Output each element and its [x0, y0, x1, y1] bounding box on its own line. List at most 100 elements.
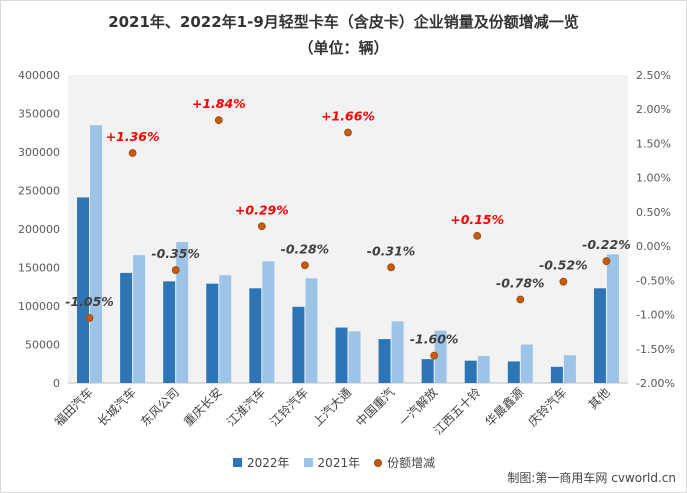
- bar-2022: [378, 339, 391, 383]
- share-change-label: -1.60%: [410, 332, 459, 347]
- legend-item-2022: 2022年: [233, 454, 290, 471]
- y-left-tick-label: 0: [53, 377, 60, 390]
- y-left-tick-label: 350000: [18, 108, 60, 121]
- x-tick-label: 庆铃汽车: [525, 385, 570, 430]
- share-change-label: -0.22%: [582, 237, 631, 252]
- bar-2022: [249, 288, 262, 383]
- share-change-point: [602, 257, 611, 266]
- y-right-tick-label: -0.50%: [636, 274, 675, 287]
- y-right-tick-label: 2.00%: [636, 103, 671, 116]
- x-tick-label: 其他: [586, 385, 613, 412]
- bar-2022: [120, 272, 133, 383]
- bar-2022: [507, 361, 520, 383]
- share-change-label: -1.05%: [65, 294, 114, 309]
- share-change-point: [257, 222, 266, 231]
- legend-dot-share: [374, 458, 383, 467]
- y-left-tick-label: 250000: [18, 185, 60, 198]
- bar-2022: [163, 281, 176, 383]
- bar-2021: [477, 356, 490, 383]
- y-right-tick-label: 1.50%: [636, 137, 671, 150]
- legend-label-share: 份额增减: [387, 456, 436, 470]
- bar-2021: [219, 275, 232, 383]
- share-change-label: -0.35%: [151, 246, 200, 261]
- share-change-point: [516, 295, 525, 304]
- x-tick-label: 中国重汽: [353, 385, 398, 430]
- x-tick-label: 江西五十铃: [430, 385, 483, 438]
- bar-2021: [176, 242, 189, 383]
- share-change-label: +1.36%: [106, 129, 160, 144]
- x-tick-label: 长城汽车: [94, 385, 139, 430]
- bar-2021: [563, 355, 576, 383]
- bar-2021: [434, 330, 447, 383]
- y-right-tick-label: -1.50%: [636, 343, 675, 356]
- bar-2021: [305, 278, 318, 383]
- share-change-point: [301, 261, 309, 270]
- bar-2021: [391, 321, 404, 383]
- share-change-point: [128, 149, 137, 157]
- y-right-tick-label: 0.50%: [636, 206, 671, 219]
- bar-2021: [348, 331, 361, 383]
- legend-swatch-2022: [233, 458, 242, 467]
- y-right-tick-label: 0.00%: [636, 240, 671, 253]
- legend: 2022年 2021年 份额增减: [233, 454, 435, 471]
- chart-title: 2021年、2022年1-9月轻型卡车（含皮卡）企业销量及份额增减一览: [108, 13, 579, 31]
- share-change-point: [473, 231, 482, 240]
- share-change-point: [430, 351, 439, 360]
- y-right-tick-label: 1.00%: [636, 172, 671, 185]
- bar-2022: [77, 197, 90, 383]
- share-change-point: [344, 128, 352, 137]
- plot-area: [68, 75, 628, 383]
- y-left-tick-label: 200000: [18, 223, 60, 236]
- x-tick-label: 重庆长安: [180, 385, 225, 430]
- y-left-tick-label: 50000: [25, 339, 60, 352]
- y-left-tick-label: 300000: [18, 146, 60, 159]
- source-credit: 制图:第一商用车网 cvworld.cn: [507, 471, 676, 485]
- chart-subtitle: （单位：辆）: [298, 39, 389, 57]
- bar-2021: [606, 254, 619, 383]
- share-change-label: -0.28%: [281, 241, 330, 256]
- y-right-tick-label: -1.00%: [636, 309, 675, 322]
- x-tick-label: 华晨鑫源: [482, 385, 527, 430]
- bar-2022: [292, 306, 305, 383]
- y-right-tick-label: 2.50%: [636, 69, 671, 82]
- bar-2022: [464, 360, 477, 383]
- bar-2021: [133, 255, 146, 383]
- share-change-point: [214, 116, 223, 125]
- bar-2021: [90, 125, 103, 384]
- bar-2021: [262, 261, 275, 383]
- share-change-point: [85, 314, 94, 322]
- legend-label-2022: 2022年: [247, 456, 290, 470]
- bar-2022: [550, 366, 563, 383]
- x-tick-label: 一汽解放: [396, 385, 441, 430]
- bar-2021: [520, 344, 533, 383]
- bar-2022: [593, 288, 606, 383]
- x-tick-label: 上汽大通: [310, 385, 355, 430]
- legend-swatch-2021: [303, 458, 313, 467]
- y-left-tick-label: 400000: [18, 69, 60, 82]
- share-change-label: -0.78%: [496, 275, 545, 290]
- legend-item-share: 份额增减: [374, 454, 435, 471]
- share-change-label: +0.15%: [450, 212, 504, 227]
- share-change-label: +1.84%: [192, 96, 246, 111]
- y-left-tick-label: 150000: [18, 262, 60, 275]
- x-tick-label: 东风公司: [138, 385, 182, 429]
- x-tick-label: 江淮汽车: [223, 385, 268, 430]
- y-right-tick-label: -2.00%: [636, 377, 675, 390]
- share-change-point: [171, 266, 180, 274]
- legend-item-2021: 2021年: [303, 454, 361, 471]
- share-change-point: [387, 263, 395, 272]
- x-tick-label: 福田汽车: [51, 385, 96, 430]
- share-change-point: [559, 277, 568, 286]
- share-change-label: -0.52%: [539, 258, 588, 273]
- legend-label-2021: 2021年: [317, 456, 361, 470]
- bar-2022: [206, 283, 219, 383]
- bar-2022: [421, 359, 434, 383]
- share-change-label: +0.29%: [235, 202, 289, 217]
- y-left-tick-label: 100000: [18, 300, 60, 313]
- x-tick-label: 江铃汽车: [266, 385, 311, 430]
- share-change-label: +1.66%: [321, 108, 375, 123]
- bar-2022: [335, 327, 348, 383]
- share-change-label: -0.31%: [367, 243, 416, 258]
